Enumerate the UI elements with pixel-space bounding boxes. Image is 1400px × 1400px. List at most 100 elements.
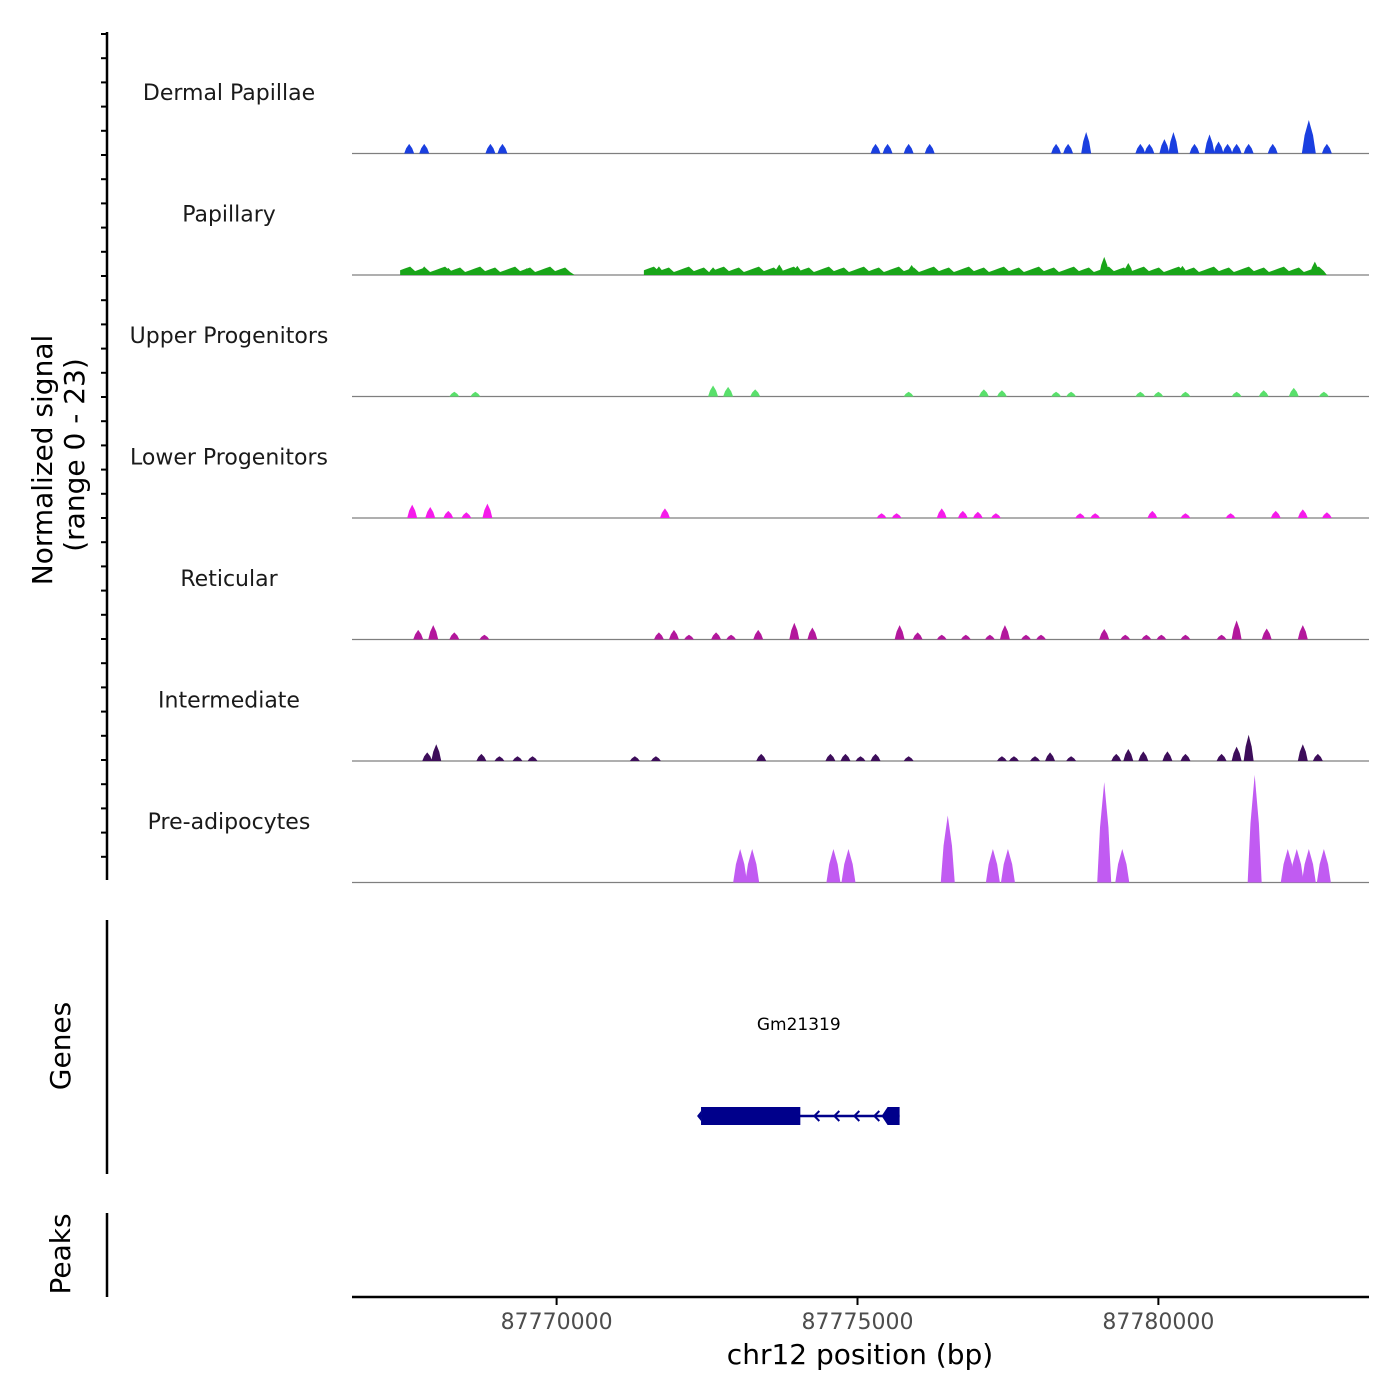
signal-peak	[1159, 139, 1170, 154]
signal-peak	[1177, 265, 1188, 275]
gene-exon-cap	[697, 1111, 702, 1121]
signal-peak	[826, 849, 841, 883]
signal-peak	[1247, 774, 1262, 883]
signal-peak	[978, 389, 989, 397]
x-axis-title: chr12 position (bp)	[727, 1338, 993, 1371]
signal-peak	[443, 267, 454, 275]
signal-peak	[1144, 143, 1155, 154]
signal-peak	[1231, 746, 1242, 761]
signal-peak	[527, 756, 538, 761]
track-label: Upper Progenitors	[130, 324, 329, 349]
strand-arrow	[852, 1110, 861, 1122]
signal-peak	[1081, 131, 1092, 154]
signal-peak	[1051, 391, 1062, 397]
signal-peak	[984, 634, 995, 640]
signal-peak	[404, 143, 415, 154]
signal-peak	[708, 385, 719, 397]
signal-peak	[711, 632, 722, 640]
signal-peak	[726, 634, 737, 640]
signal-peak	[425, 507, 436, 518]
track-label: Reticular	[180, 567, 278, 592]
signal-peak	[825, 753, 836, 761]
signal-peak	[723, 386, 734, 397]
signal-peak	[419, 143, 430, 154]
signal-band	[643, 266, 1327, 275]
signal-peak	[1297, 625, 1308, 640]
track: Intermediate	[158, 689, 1369, 762]
signal-peak	[1243, 143, 1254, 154]
signal-peak	[1099, 628, 1110, 640]
signal-peak	[479, 634, 490, 640]
signal-peak	[497, 143, 508, 154]
signal-peak	[494, 756, 505, 761]
signal-peak	[1297, 744, 1308, 761]
signal-peak	[936, 508, 947, 518]
signal-peak	[891, 513, 902, 518]
signal-peak	[512, 756, 523, 761]
signal-peak	[960, 634, 971, 640]
signal-peak	[1147, 510, 1158, 518]
signal-peak	[733, 849, 748, 883]
signal-peak	[903, 756, 914, 761]
signal-peak	[1030, 756, 1041, 761]
signal-peak	[1008, 756, 1019, 761]
strand-arrow	[812, 1110, 821, 1122]
signal-peak	[1180, 753, 1191, 761]
signal-peak	[924, 143, 935, 154]
signal-peak	[521, 268, 532, 275]
signal-peak	[653, 266, 664, 275]
signal-peak	[1115, 849, 1130, 883]
y-axis-title-line1: Normalized signal	[26, 335, 59, 586]
signal-peak	[659, 508, 670, 518]
signal-peak	[1000, 849, 1015, 883]
x-axis: 87770000 87775000 87780000 chr12 position …	[352, 1295, 1369, 1371]
signal-peak	[1243, 734, 1254, 761]
signal-peak	[1045, 752, 1056, 761]
signal-band	[400, 266, 575, 275]
signal-peak	[443, 510, 454, 518]
signal-peak	[1120, 634, 1131, 640]
signal-peak	[1168, 131, 1179, 154]
signal-peak	[1180, 391, 1191, 397]
signal-peak	[936, 634, 947, 640]
gene-exon-main	[701, 1107, 801, 1125]
genes-panel: Genes Gm21319	[44, 920, 900, 1174]
strand-arrow	[872, 1110, 881, 1122]
signal-peak	[985, 849, 1000, 883]
signal-peak	[1316, 849, 1331, 883]
signal-peak	[1261, 628, 1272, 640]
track: Dermal Papillae	[143, 81, 1369, 155]
signal-peak	[1066, 756, 1077, 761]
coverage-tracks: Dermal Papillae Papillary Upper Progenitor…	[130, 81, 1369, 884]
signal-peak	[912, 632, 923, 640]
signal-peak	[470, 391, 481, 397]
signal-peak	[855, 756, 866, 761]
strand-arrow	[832, 1110, 841, 1122]
x-tick-label: 87770000	[501, 1310, 613, 1335]
signal-peak	[957, 510, 968, 518]
signal-peak	[1301, 849, 1316, 883]
track: Pre-adipocytes	[148, 774, 1369, 884]
track-label: Intermediate	[158, 689, 300, 714]
signal-peak	[650, 756, 661, 761]
signal-peak	[972, 511, 983, 518]
gene-model	[697, 1107, 900, 1125]
signal-peak	[413, 629, 424, 640]
signal-peak	[1297, 509, 1308, 518]
gene-label: Gm21319	[757, 1015, 841, 1035]
signal-peak	[653, 632, 664, 640]
signal-peak	[1153, 391, 1164, 397]
signal-peak	[431, 744, 442, 761]
signal-peak	[990, 513, 1001, 518]
x-tick-label: 87780000	[1102, 1310, 1214, 1335]
signal-peak	[789, 622, 800, 640]
signal-peak	[876, 513, 887, 518]
track: Papillary	[182, 203, 1369, 276]
signal-peak	[1289, 849, 1304, 883]
signal-peak	[419, 266, 430, 275]
signal-peak	[1270, 510, 1281, 518]
signal-peak	[1312, 753, 1323, 761]
signal-peak	[476, 753, 487, 761]
coverage-panel: Dermal Papillae Papillary Upper Progenitor…	[26, 32, 1369, 884]
